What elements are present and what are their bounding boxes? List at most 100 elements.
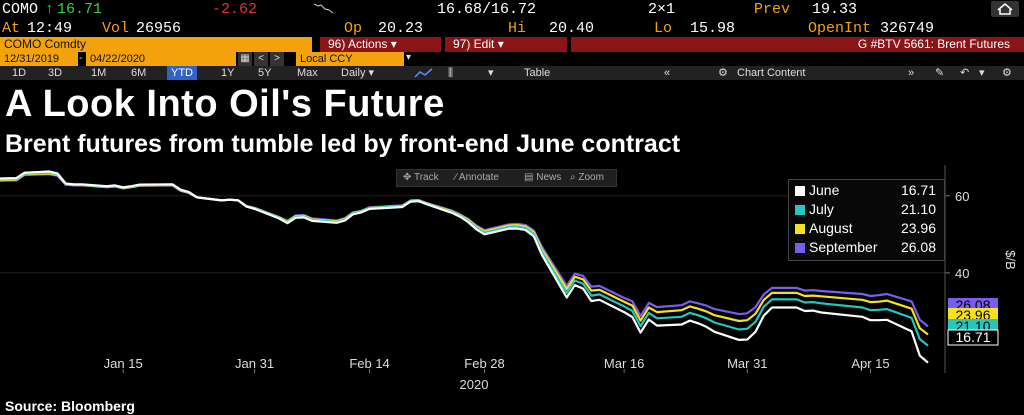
x-tick-label: Jan 15 xyxy=(104,356,143,371)
undo-icon[interactable]: ↶ xyxy=(960,67,970,79)
brent-futures-chart[interactable]: Jan 15 Jan 31 Feb 14 Feb 28 Mar 16 Mar 31 Apr … xyxy=(0,165,1024,398)
period-5y[interactable]: 5Y xyxy=(258,67,272,79)
frequency-select[interactable]: Daily ▾ xyxy=(341,67,375,79)
chart-series xyxy=(0,170,929,364)
collapse-left-icon[interactable]: « xyxy=(664,67,671,79)
bid-ask: 16.68/16.72 xyxy=(437,1,537,18)
bar-chart-icon[interactable]: ⫼ xyxy=(448,67,454,79)
open-interest-label: OpenInt xyxy=(808,20,872,37)
end-date-field[interactable]: 04/22/2020 xyxy=(86,52,236,66)
security-field[interactable]: COMO Comdty xyxy=(0,37,312,52)
y-axis-label: $/B xyxy=(1003,250,1018,270)
chevron-right-icon[interactable]: > xyxy=(270,52,284,66)
quote-bar-bottom: At 12:49 Vol 26956 Op 20.23 Hi 20.40 Lo … xyxy=(0,19,1024,37)
edit-menu[interactable]: 97) Edit ▾ xyxy=(445,37,567,52)
settings-small-icon[interactable]: ⚙ xyxy=(718,67,728,79)
legend-item-july[interactable]: July 21.10 xyxy=(795,201,940,220)
chart-content-button[interactable]: Chart Content xyxy=(737,67,806,79)
open-label: Op xyxy=(344,20,363,37)
low-label: Lo xyxy=(654,20,673,37)
x-tick-label: Apr 15 xyxy=(851,356,889,371)
zoom-button[interactable]: ⌕ Zoom xyxy=(570,172,604,183)
home-icon[interactable] xyxy=(990,0,1020,19)
annotate-button[interactable]: ∕ Annotate xyxy=(455,172,499,183)
y-axis-ticks: 40 60 xyxy=(945,189,969,281)
x-axis-year-label: 2020 xyxy=(460,377,489,392)
legend-item-august[interactable]: August 23.96 xyxy=(795,220,940,239)
chevron-down-icon[interactable]: ▾ xyxy=(979,67,985,79)
x-axis-ticks: Jan 15 Jan 31 Feb 14 Feb 28 Mar 16 Mar 31 Apr … xyxy=(104,356,890,373)
page-title-bar: G #BTV 5661: Brent Futures xyxy=(571,37,1024,52)
track-label: Track xyxy=(413,172,439,183)
net-change: -2.62 xyxy=(212,1,258,18)
volume-value: 26956 xyxy=(136,20,182,37)
high-label: Hi xyxy=(508,20,527,37)
period-1m[interactable]: 1M xyxy=(91,67,107,79)
calendar-icon[interactable]: ▦ xyxy=(238,52,252,66)
legend-item-june[interactable]: June 16.71 xyxy=(795,182,940,201)
x-tick-label: Mar 16 xyxy=(604,356,644,371)
period-1d[interactable]: 1D xyxy=(12,67,27,79)
y-tick-label: 60 xyxy=(955,189,969,204)
open-value: 20.23 xyxy=(378,20,424,37)
y-tick-label: 40 xyxy=(955,266,969,281)
ticker[interactable]: COMO xyxy=(2,1,39,18)
last-price: 16.71 xyxy=(57,1,103,18)
zoom-label: Zoom xyxy=(578,172,604,183)
currency-select[interactable]: Local CCY xyxy=(296,52,404,66)
legend-item-september[interactable]: September 26.08 xyxy=(795,239,940,258)
legend-swatch-july xyxy=(795,205,805,215)
news-label: News xyxy=(536,172,562,183)
chevron-down-icon[interactable]: ▾ xyxy=(488,67,494,79)
x-tick-label: Feb 14 xyxy=(349,356,389,371)
command-bar: COMO Comdty 96) Actions ▾ 97) Edit ▾ G #… xyxy=(0,37,1024,52)
legend-swatch-june xyxy=(795,186,805,196)
collapse-right-icon[interactable]: » xyxy=(908,67,915,79)
period-6m[interactable]: 6M xyxy=(131,67,147,79)
news-button[interactable]: ▤ News xyxy=(524,172,562,183)
edit-icon[interactable]: ✎ xyxy=(935,67,945,79)
quote-bar-top: COMO ↑ 16.71 -2.62 16.68/16.72 2×1 Prev … xyxy=(0,0,1024,19)
track-button[interactable]: ✥ Track xyxy=(403,172,439,183)
period-ytd[interactable]: YTD xyxy=(167,66,197,80)
date-separator: - xyxy=(79,52,83,64)
chevron-left-icon[interactable]: < xyxy=(254,52,268,66)
legend-value-june: 16.71 xyxy=(900,182,936,198)
legend-value-september: 26.08 xyxy=(900,239,936,255)
end-tag-value: 16.71 xyxy=(955,329,990,345)
period-3d[interactable]: 3D xyxy=(48,67,63,79)
open-interest-value: 326749 xyxy=(880,20,935,37)
page-title: A Look Into Oil's Future xyxy=(5,83,445,125)
settings-icon[interactable]: ⚙ xyxy=(1002,67,1012,79)
period-toolbar: 1D 3D 1M 6M YTD 1Y 5Y Max Daily ▾ ⫼ ▾ Ta… xyxy=(0,66,1024,80)
series-line-june xyxy=(0,170,929,364)
line-chart-icon[interactable] xyxy=(414,67,434,80)
chart-tool-strip: ✥ Track ∕ Annotate ▤ News ⌕ Zoom xyxy=(396,169,617,187)
source-note: Source: Bloomberg xyxy=(5,398,135,414)
chevron-down-icon[interactable]: ▾ xyxy=(406,52,412,63)
start-date-field[interactable]: 12/31/2019 xyxy=(0,52,78,66)
period-max[interactable]: Max xyxy=(297,67,318,79)
end-tag-june: 16.71 xyxy=(947,329,999,346)
period-1y[interactable]: 1Y xyxy=(221,67,235,79)
actions-menu[interactable]: 96) Actions ▾ xyxy=(320,37,441,52)
x-tick-label: Mar 31 xyxy=(727,356,767,371)
legend-value-august: 23.96 xyxy=(900,220,936,236)
prev-label: Prev xyxy=(754,1,791,18)
legend-label-june: June xyxy=(809,182,840,198)
low-value: 15.98 xyxy=(690,20,736,37)
time-value: 12:49 xyxy=(27,20,73,37)
sparkline-icon xyxy=(313,1,335,19)
legend-label-august: August xyxy=(809,220,853,236)
chart-grid xyxy=(0,195,945,274)
up-arrow-icon: ↑ xyxy=(45,1,55,18)
legend-swatch-august xyxy=(795,224,805,234)
volume-label: Vol xyxy=(102,20,130,37)
prev-value: 19.33 xyxy=(812,1,858,18)
legend-value-july: 21.10 xyxy=(900,201,936,217)
annotate-label: Annotate xyxy=(458,172,499,183)
page-subtitle: Brent futures from tumble led by front-e… xyxy=(5,130,681,158)
date-range-bar: 12/31/2019 - 04/22/2020 ▦ < > Local CCY … xyxy=(0,52,1024,66)
table-button[interactable]: Table xyxy=(524,67,551,79)
